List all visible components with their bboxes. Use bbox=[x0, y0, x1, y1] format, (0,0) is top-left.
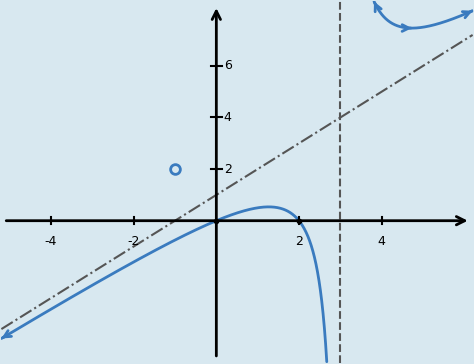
Text: 4: 4 bbox=[378, 235, 386, 248]
Text: 4: 4 bbox=[224, 111, 232, 124]
Text: -4: -4 bbox=[45, 235, 57, 248]
Text: 2: 2 bbox=[224, 163, 232, 175]
Text: -2: -2 bbox=[128, 235, 140, 248]
Text: 2: 2 bbox=[295, 235, 303, 248]
Text: 6: 6 bbox=[224, 59, 232, 72]
